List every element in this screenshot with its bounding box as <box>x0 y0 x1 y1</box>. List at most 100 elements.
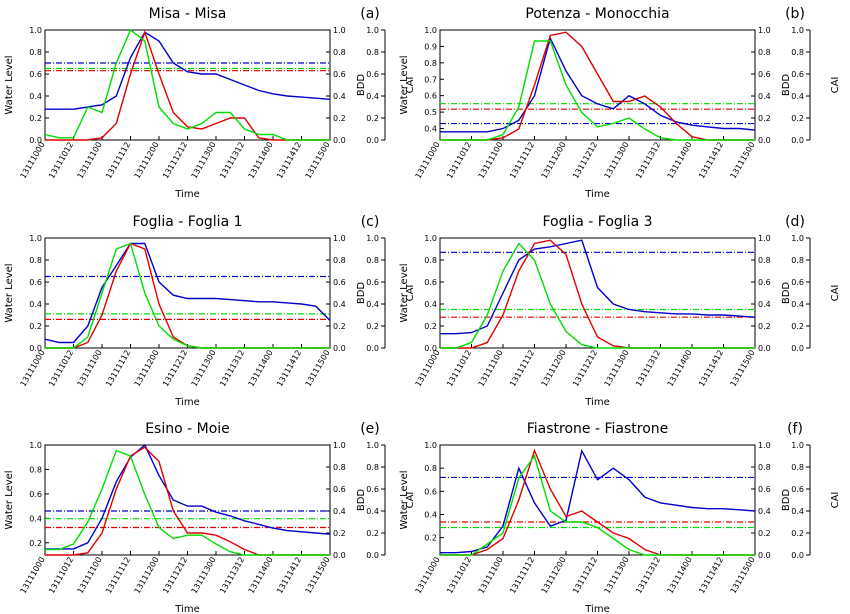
plot-frame <box>44 444 331 556</box>
y2-axis-label: BDD <box>356 74 367 97</box>
x-tick-label: 13111500 <box>304 349 332 389</box>
y-tick-label: 0.2 <box>29 539 42 548</box>
y3-tick-label: 0.0 <box>791 136 804 145</box>
x-tick-label: 13111000 <box>414 556 442 596</box>
x-tick-label: 13111412 <box>275 141 303 181</box>
y2-tick-label: 0.6 <box>758 485 771 494</box>
y3-tick-label: 1.0 <box>791 26 804 35</box>
y-axis-label: Water Level <box>399 55 410 114</box>
panel-letter: (e) <box>360 421 380 437</box>
y2-tick-label: 0.2 <box>333 114 346 123</box>
y2-tick-label: 1.0 <box>758 234 771 243</box>
panel-title: Misa - Misa <box>149 6 227 22</box>
x-tick-label: 13111200 <box>133 556 161 596</box>
y2-tick-label: 0.6 <box>333 485 346 494</box>
y3-tick-label: 0.4 <box>791 92 804 101</box>
series-line <box>44 242 331 344</box>
y3-tick-label: 1.0 <box>366 26 379 35</box>
series-line <box>45 242 330 349</box>
y2-tick-label: 0.2 <box>333 322 346 331</box>
y2-tick-label: 0.0 <box>333 551 346 560</box>
x-tick-label: 13111100 <box>76 141 104 181</box>
y-tick-label: 0.6 <box>29 70 42 79</box>
y2-tick-label: 0.2 <box>758 322 771 331</box>
x-tick-label: 13111012 <box>47 141 75 181</box>
y-tick-label: 1.0 <box>29 234 42 243</box>
x-tick-label: 13111012 <box>445 556 473 596</box>
x-tick-label: 13111300 <box>603 556 631 596</box>
x-tick-label: 13111500 <box>729 556 757 596</box>
y3-tick-label: 0.8 <box>791 48 804 57</box>
y2-tick-label: 1.0 <box>333 441 346 450</box>
panel-letter: (b) <box>785 6 805 22</box>
y2-tick-label: 0.0 <box>758 551 771 560</box>
x-tick-label: 13111412 <box>697 349 725 389</box>
y3-axis-label: CAI <box>405 285 416 302</box>
x-tick-label: 13111400 <box>247 349 275 389</box>
y2-tick-label: 0.8 <box>333 256 346 265</box>
x-tick-label: 13111500 <box>304 556 332 596</box>
y2-tick-label: 0.4 <box>758 300 771 309</box>
y-tick-label: 1.0 <box>424 441 437 450</box>
x-tick-label: 13111100 <box>477 141 505 181</box>
y-tick-label: 0.6 <box>424 92 437 101</box>
y2-axis-label: BDD <box>356 282 367 305</box>
plot-frame <box>439 444 756 556</box>
y2-tick-label: 0.8 <box>333 48 346 57</box>
y3-tick-label: 0.8 <box>366 48 379 57</box>
x-tick-label: 13111112 <box>508 141 536 181</box>
y2-tick-label: 0.4 <box>333 507 346 516</box>
y-tick-label: 0.4 <box>29 514 42 523</box>
y3-axis-label: CAI <box>830 285 841 302</box>
plot-frame <box>44 29 331 141</box>
y3-tick-label: 0.4 <box>791 507 804 516</box>
x-tick-label: 13111112 <box>104 349 132 389</box>
x-tick-label: 13111312 <box>634 141 662 181</box>
x-tick-label: 13111500 <box>729 349 757 389</box>
y-tick-label: 1.0 <box>424 26 437 35</box>
panel-title: Esino - Moie <box>145 421 230 437</box>
y3-tick-label: 0.2 <box>366 322 379 331</box>
series-line <box>45 446 330 556</box>
y-tick-label: 1.0 <box>29 26 42 35</box>
y2-tick-label: 0.8 <box>758 48 771 57</box>
x-tick-label: 13111212 <box>571 141 599 181</box>
x-tick-label: 13111412 <box>697 556 725 596</box>
series-line <box>45 31 331 110</box>
x-tick-label: 13111312 <box>634 556 662 596</box>
y-tick-label: 0.8 <box>424 256 437 265</box>
x-tick-label: 13111500 <box>729 141 757 181</box>
y-tick-label: 0.8 <box>29 256 42 265</box>
x-tick-label: 13111000 <box>19 141 47 181</box>
x-tick-label: 13111012 <box>445 349 473 389</box>
y3-tick-label: 0.6 <box>791 278 804 287</box>
y-axis-label: Water Level <box>399 263 410 322</box>
y3-tick-label: 0.6 <box>366 70 379 79</box>
panel-title: Foglia - Foglia 1 <box>132 214 242 230</box>
y3-tick-label: 0.4 <box>366 92 379 101</box>
x-tick-label: 13111400 <box>247 556 275 596</box>
x-tick-label: 13111312 <box>634 349 662 389</box>
y-tick-label: 0.8 <box>29 48 42 57</box>
x-tick-label: 13111100 <box>477 556 505 596</box>
panel-title: Potenza - Monocchia <box>525 6 669 22</box>
y-tick-label: 0.4 <box>424 125 437 134</box>
y3-tick-label: 0.6 <box>366 485 379 494</box>
y3-tick-label: 0.8 <box>366 256 379 265</box>
y2-axis-label: BDD <box>781 489 792 512</box>
y2-tick-label: 1.0 <box>333 26 346 35</box>
y3-tick-label: 1.0 <box>366 234 379 243</box>
y-tick-label: 0.2 <box>424 322 437 331</box>
y2-tick-label: 0.6 <box>333 278 346 287</box>
y3-tick-label: 0.2 <box>366 529 379 538</box>
panel-letter: (a) <box>360 6 380 22</box>
panel-title: Foglia - Foglia 3 <box>542 214 652 230</box>
x-tick-label: 13111300 <box>190 556 218 596</box>
y3-axis-label: CAI <box>405 492 416 509</box>
x-tick-label: 13111500 <box>304 141 332 181</box>
y3-tick-label: 0.4 <box>791 300 804 309</box>
y-tick-label: 0.8 <box>29 465 42 474</box>
y3-tick-label: 0.6 <box>791 70 804 79</box>
y3-tick-label: 0.8 <box>791 256 804 265</box>
y-tick-label: 0.2 <box>424 534 437 543</box>
